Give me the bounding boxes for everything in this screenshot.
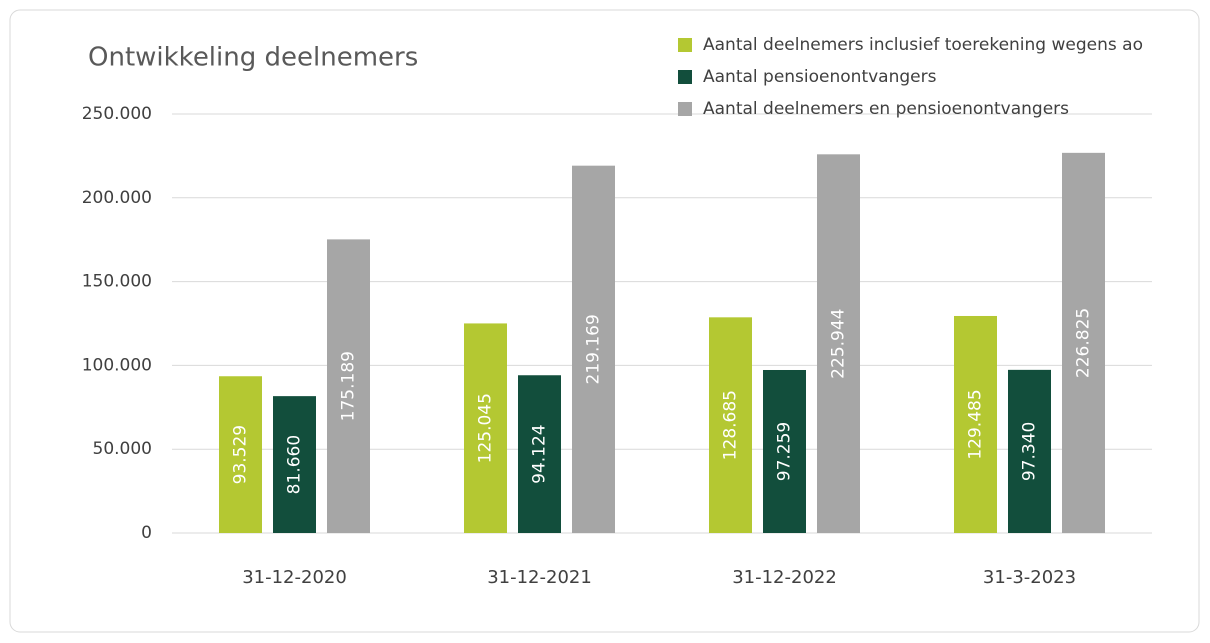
bar [817, 154, 860, 533]
bar [572, 165, 615, 533]
value-label: 226.825 [1074, 308, 1094, 378]
legend-swatch [678, 38, 692, 52]
legend-label: Aantal deelnemers inclusief toerekening … [703, 35, 1143, 55]
x-tick-label: 31-12-2022 [732, 567, 837, 588]
chart-title: Ontwikkeling deelnemers [88, 43, 418, 73]
value-label: 175.189 [339, 351, 359, 421]
bar [1062, 152, 1105, 533]
value-label: 128.685 [721, 390, 741, 460]
value-label: 93.529 [231, 425, 251, 484]
value-label: 219.169 [584, 314, 604, 384]
value-label: 81.660 [285, 435, 305, 494]
value-label: 125.045 [476, 393, 496, 463]
x-tick-label: 31-3-2023 [983, 567, 1076, 588]
value-label: 97.259 [775, 422, 795, 481]
value-label: 97.340 [1020, 422, 1040, 481]
y-tick-label: 150.000 [82, 272, 152, 292]
legend-label: Aantal pensioenontvangers [703, 67, 937, 87]
x-tick-label: 31-12-2021 [487, 567, 592, 588]
bar [464, 323, 507, 533]
y-tick-label: 250.000 [82, 104, 152, 124]
value-label: 129.485 [966, 389, 986, 459]
bar [273, 396, 316, 533]
bar [1008, 369, 1051, 533]
bar [219, 376, 262, 533]
y-tick-label: 0 [141, 523, 152, 543]
legend-label: Aantal deelnemers en pensioenontvangers [703, 99, 1069, 119]
bar [709, 317, 752, 533]
value-label: 225.944 [829, 309, 849, 379]
bar [327, 239, 370, 533]
value-label: 94.124 [530, 424, 550, 483]
bar [954, 315, 997, 533]
bar [763, 369, 806, 533]
y-tick-label: 100.000 [82, 355, 152, 375]
bar [518, 375, 561, 533]
legend-swatch [678, 102, 692, 116]
x-tick-label: 31-12-2020 [242, 567, 347, 588]
y-tick-label: 200.000 [82, 188, 152, 208]
y-tick-label: 50.000 [93, 439, 152, 459]
legend-swatch [678, 70, 692, 84]
